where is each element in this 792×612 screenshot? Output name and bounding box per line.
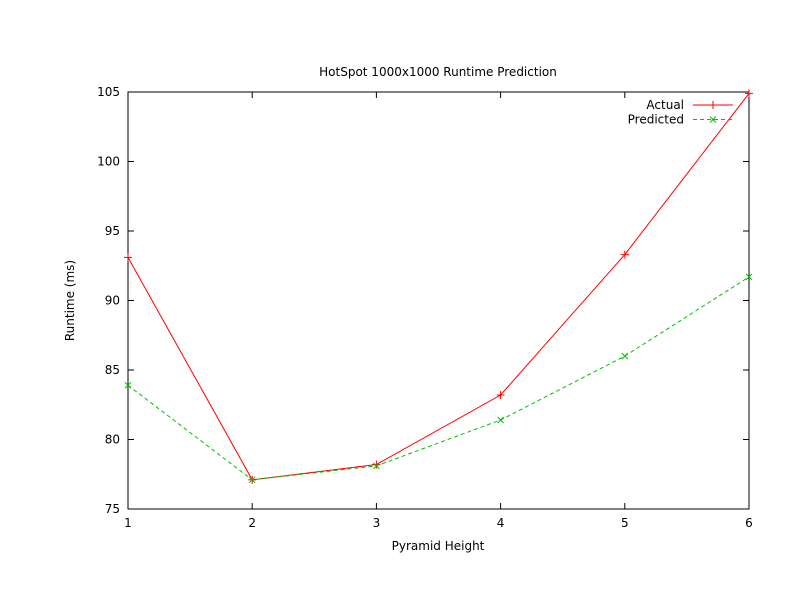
y-tick-label: 85	[105, 363, 120, 377]
legend-marker-actual	[709, 101, 717, 109]
actual-data-point	[745, 89, 753, 98]
x-axis: 1 2 3 4 5 6	[124, 92, 753, 530]
y-tick-label: 95	[105, 224, 120, 238]
x-tick-label: 5	[621, 516, 629, 530]
actual-data-point	[124, 253, 132, 262]
actual-series-line	[127, 93, 750, 481]
legend-label-predicted: Predicted	[628, 113, 684, 127]
plot-area-frame	[127, 91, 750, 510]
predicted-data-point	[745, 273, 753, 281]
y-tick-label: 100	[97, 155, 120, 169]
actual-data-point	[496, 391, 505, 400]
actual-data-point	[620, 250, 629, 259]
x-axis-label: Pyramid Height	[392, 539, 485, 553]
y-axis: 75 80 85 90 95 100 105	[97, 85, 749, 516]
y-tick-label: 90	[105, 294, 120, 308]
predicted-series-line	[127, 276, 750, 481]
chart-title: HotSpot 1000x1000 Runtime Prediction	[319, 65, 557, 79]
y-tick-label: 75	[105, 502, 120, 516]
x-tick-label: 1	[124, 516, 132, 530]
predicted-data-point	[497, 416, 504, 424]
predicted-data-point	[248, 476, 256, 484]
predicted-data-point	[124, 381, 132, 389]
actual-data-point	[372, 460, 381, 469]
legend-label-actual: Actual	[646, 98, 684, 112]
x-tick-label: 2	[248, 516, 256, 530]
x-tick-label: 3	[373, 516, 381, 530]
y-tick-label: 105	[97, 85, 120, 99]
y-axis-label: Runtime (ms)	[63, 260, 77, 341]
y-tick-label: 80	[105, 433, 120, 447]
x-tick-label: 6	[745, 516, 753, 530]
series-layer	[124, 89, 753, 484]
predicted-data-point	[373, 462, 380, 470]
predicted-data-point	[621, 352, 629, 360]
legend-marker-predicted	[709, 116, 717, 123]
x-tick-label: 4	[497, 516, 505, 530]
